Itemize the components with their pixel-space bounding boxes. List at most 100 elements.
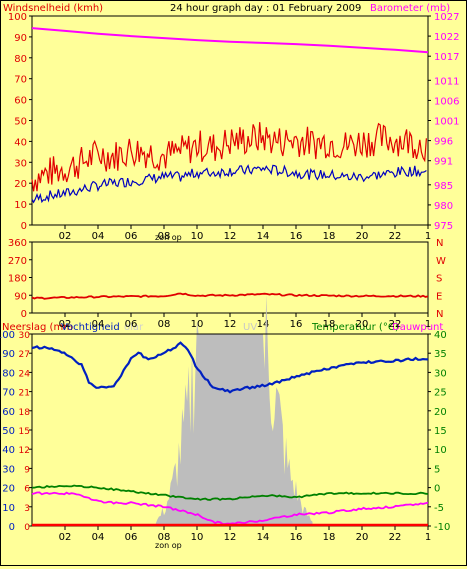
y-tick-label-left: 70	[2, 388, 15, 399]
humidity-line	[31, 341, 429, 394]
y-tick-label-left: 0	[21, 309, 27, 320]
y-tick-label-right: 0	[434, 484, 440, 495]
y-tick-label-right: 980	[434, 201, 453, 212]
y-tick-label-left: 180	[8, 274, 27, 285]
solar-title: olar	[124, 322, 144, 333]
compass-label-e: E	[436, 291, 442, 302]
x-tick-label: 14	[257, 231, 270, 242]
y-tick-label-left: 270	[8, 256, 27, 267]
x-tick-label: 12	[224, 319, 237, 330]
y-tick-label-right: 15	[434, 426, 447, 437]
x-tick-label: 20	[356, 231, 369, 242]
y-tick-label-left: 30	[14, 158, 27, 169]
y-tick-label-rain: 9	[24, 465, 30, 475]
y-tick-label-left: 10	[14, 200, 27, 211]
x-tick-label: 06	[125, 319, 138, 330]
y-tick-label-left: 90	[14, 33, 27, 44]
y-tick-label-right: 985	[434, 181, 453, 192]
y-tick-label-rain: 24	[19, 369, 31, 379]
barometer-line	[31, 27, 429, 54]
y-tick-label-right: 25	[434, 388, 447, 399]
x-tick-label: 16	[290, 532, 303, 543]
neerslag-title: Neerslag (mm	[2, 322, 73, 333]
temperatuur-title: Temperatuur (°C)	[311, 322, 399, 333]
x-tick-label: 04	[92, 231, 105, 242]
y-tick-label-rain: 27	[19, 350, 30, 360]
x-tick-label: 14	[257, 319, 270, 330]
vochtigheid-title: Vochtigheid	[61, 322, 120, 333]
y-tick-label-rain: 12	[19, 446, 30, 456]
compass-label-n: N	[436, 238, 443, 249]
solar-area	[155, 294, 313, 526]
y-tick-label-right: 1027	[434, 12, 459, 23]
x-tick-label: 1	[425, 231, 431, 242]
y-tick-label-right: 1022	[434, 32, 459, 43]
y-tick-label-right: 991	[434, 157, 453, 168]
x-tick-label: 10	[191, 231, 204, 242]
compass-label-n: N	[436, 309, 443, 320]
x-tick-label: 10	[191, 532, 204, 543]
y-tick-label-right: 975	[434, 221, 453, 232]
x-tick-label: 06	[125, 231, 138, 242]
x-tick-label: 02	[59, 231, 72, 242]
sunrise-label-1: zon op	[155, 233, 182, 242]
wind-direction-line	[31, 292, 429, 300]
barometer-axis-title: Barometer (mb)	[370, 3, 450, 14]
x-tick-label: 04	[92, 532, 105, 543]
y-tick-label-left: 30	[2, 464, 15, 475]
x-tick-label: 20	[356, 532, 369, 543]
y-tick-label-right: 30	[434, 368, 447, 379]
compass-label-w: W	[436, 256, 446, 267]
uv-title: UV	[243, 322, 257, 333]
y-tick-label-left: 10	[2, 503, 15, 514]
x-tick-label: 22	[389, 319, 402, 330]
y-tick-label-rain: 3	[24, 504, 30, 514]
y-tick-label-left: 60	[14, 96, 27, 107]
y-tick-label-left: 50	[14, 117, 27, 128]
x-tick-label: 22	[389, 532, 402, 543]
x-tick-label: 08	[158, 231, 171, 242]
plot-layer: 0102030405060708090100975980985991996100…	[0, 12, 459, 543]
y-tick-label-left: 100	[8, 12, 27, 23]
x-tick-label: 12	[224, 532, 237, 543]
graph-title: 24 hour graph day : 01 February 2009	[170, 3, 361, 14]
y-tick-label-right: 996	[434, 137, 453, 148]
y-tick-label-left: 80	[2, 368, 15, 379]
x-tick-label: 18	[323, 319, 336, 330]
x-tick-label: 06	[125, 532, 138, 543]
x-tick-label: 08	[158, 319, 171, 330]
x-tick-label: 1	[425, 319, 431, 330]
y-tick-label-right: 1001	[434, 117, 459, 128]
compass-label-s: S	[436, 274, 442, 285]
y-tick-label-left: 90	[2, 349, 15, 360]
wind-average-line	[31, 164, 427, 204]
y-tick-label-left: 20	[14, 179, 27, 190]
dauwpunt-title: Dauwpunt	[392, 322, 443, 333]
y-tick-label-right: -5	[434, 503, 444, 514]
y-tick-label-left: 0	[21, 221, 27, 232]
wind-axis-title: Windsnelheid (kmh)	[3, 3, 103, 14]
y-tick-label-rain: 21	[19, 389, 30, 399]
x-tick-label: 16	[290, 231, 303, 242]
x-tick-label: 04	[92, 319, 105, 330]
y-tick-label-right: 1011	[434, 76, 459, 87]
y-tick-label-right: 10	[434, 445, 447, 456]
y-tick-label-left: 50	[2, 426, 15, 437]
y-tick-label-right: 35	[434, 349, 447, 360]
temperature-line	[31, 484, 429, 501]
y-tick-label-left: 40	[2, 445, 15, 456]
x-tick-label: 18	[323, 532, 336, 543]
y-tick-label-left: 100	[0, 330, 15, 341]
x-tick-label: 02	[59, 532, 72, 543]
y-tick-label-left: 70	[14, 75, 27, 86]
x-tick-label: 20	[356, 319, 369, 330]
y-tick-label-right: 1017	[434, 52, 459, 63]
y-tick-label-right: 1006	[434, 96, 459, 107]
y-tick-label-left: 360	[8, 238, 27, 249]
y-tick-label-left: 40	[14, 137, 27, 148]
x-tick-label: 16	[290, 319, 303, 330]
y-tick-label-right: 40	[434, 330, 447, 341]
wind-gust-line	[31, 122, 427, 192]
